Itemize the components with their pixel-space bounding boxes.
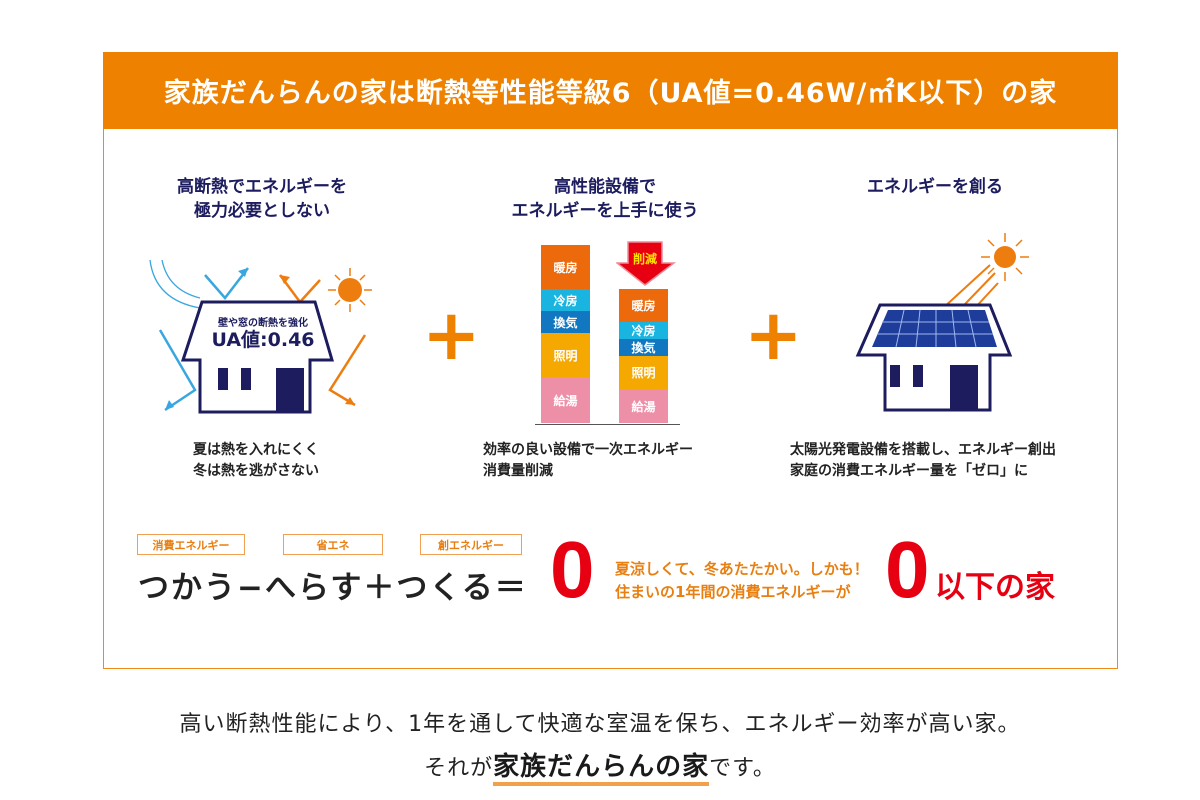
segment-ventilation: 換気 [541,311,590,333]
sun-icon [338,278,362,302]
solar-house-illustration [855,233,1029,412]
equation-text: つかう−へらす＋つくる＝ [138,570,528,606]
reduction-arrow-icon [616,241,676,286]
tag-saving: 省エネ [283,534,383,555]
reduction-label: 削減 [632,252,657,266]
bottom-line1: 高い断熱性能により、1年を通して快適な室温を保ち、エネルギー効率が高い家。 [179,712,1021,737]
plus-icon: + [422,294,481,376]
segment-cooling: 冷房 [541,289,590,311]
message: 夏涼しくて、冬あたたかい。しかも！ 住まいの1年間の消費エネルギーが [615,560,869,601]
segment-ventilation: 換気 [619,339,668,356]
column3-title: エネルギーを創る [867,177,1003,197]
zero-suffix: 以下の家 [935,570,1055,605]
insulated-house-illustration [149,259,372,414]
header-title: 家族だんらんの家は断熱等性能等級6（UA値=0.46W/㎡K以下）の家 [163,78,1058,109]
segment-hotwater: 給湯 [619,389,668,423]
column1-title: 高断熱でエネルギーを 極力必要としない [177,177,347,221]
baseline [535,424,680,425]
energy-bar-before: 暖房 冷房 換気 照明 給湯 [541,245,590,423]
segment-heating: 暖房 [619,289,668,322]
energy-bar-after: 暖房 冷房 換気 照明 給湯 [619,289,668,423]
brand-highlight: 家族だんらんの家 [493,752,710,786]
header-banner: 家族だんらんの家は断熱等性能等級6（UA値=0.46W/㎡K以下）の家 [103,52,1118,129]
segment-heating: 暖房 [541,245,590,289]
segment-lighting: 照明 [619,356,668,389]
tag-consumption: 消費エネルギー [137,534,245,555]
zero-mark-2: 0 [885,525,930,614]
plus-icon: + [744,294,803,376]
segment-hotwater: 給湯 [541,377,590,423]
segment-lighting: 照明 [541,333,590,377]
house-label: 壁や窓の断熱を強化 UA値:0.46 [211,318,315,351]
sun-icon [994,246,1016,268]
bottom-line2: それが家族だんらんの家です。 [0,746,1200,786]
column2-description: 効率の良い設備で一次エネルギー 消費量削減 [483,442,693,479]
segment-cooling: 冷房 [619,322,668,339]
column3-description: 太陽光発電設備を搭載し、エネルギー創出 家庭の消費エネルギー量を「ゼロ」に [790,442,1056,479]
tag-creation: 創エネルギー [420,534,522,555]
zero-mark: 0 [550,525,595,614]
column2-title: 高性能設備で エネルギーを上手に使う [511,177,699,221]
column1-description: 夏は熱を入れにくく 冬は熱を逃がさない [193,442,319,479]
